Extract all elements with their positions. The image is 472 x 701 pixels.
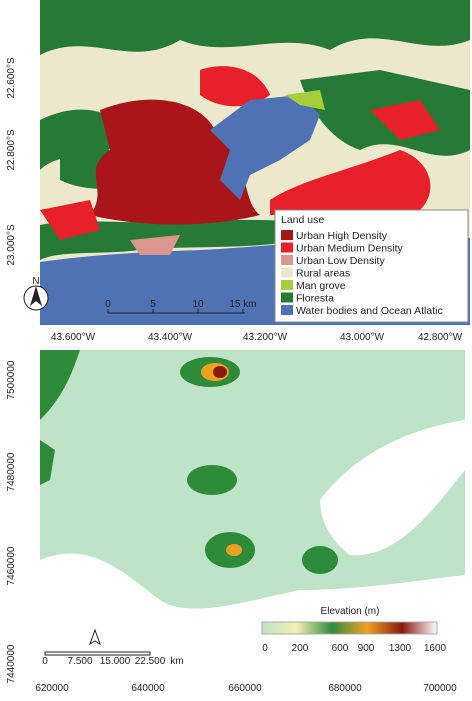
- easting-label: 660000: [228, 683, 262, 694]
- scale-label: 7.500: [67, 656, 92, 667]
- legend-label: Rural areas: [296, 268, 350, 280]
- legend-swatch: [281, 292, 293, 303]
- legend-swatch: [281, 230, 293, 240]
- lon-label: 43.200°W: [243, 332, 288, 343]
- lon-label: 43.400°W: [148, 332, 193, 343]
- lat-label: 22.800°S: [6, 129, 17, 171]
- legend-swatch: [281, 255, 293, 265]
- lon-label: 43.000°W: [340, 332, 385, 343]
- lon-label: 43.600°W: [51, 332, 96, 343]
- elevation-tick: 200: [292, 643, 309, 654]
- legend-label: Urban High Density: [296, 230, 388, 242]
- scale-label: 0: [105, 299, 111, 310]
- northing-label: 7480000: [6, 452, 17, 491]
- elevation-tick: 0: [262, 643, 268, 654]
- legend-swatch: [281, 242, 293, 253]
- legend-label: Floresta: [296, 293, 334, 305]
- scale-label: 0: [42, 656, 48, 667]
- scale-label: 5: [150, 299, 156, 310]
- easting-label: 640000: [131, 683, 165, 694]
- lon-label: 42.800°W: [418, 332, 463, 343]
- easting-label: 680000: [328, 683, 362, 694]
- north-label: N: [32, 276, 39, 287]
- elevation-tick: 900: [358, 643, 375, 654]
- legend-label: Urban Low Density: [296, 255, 385, 267]
- easting-label: 620000: [35, 683, 69, 694]
- scale-label: km: [170, 656, 183, 667]
- northing-label: 7440000: [6, 644, 17, 683]
- legend-swatch: [281, 305, 293, 315]
- scale-bar: [44, 628, 151, 656]
- northing-label: 7500000: [6, 360, 17, 399]
- legend-label: Water bodies and Ocean Atlatic: [296, 305, 443, 317]
- scale-label: 15.000: [100, 656, 131, 667]
- lat-label: 23.000°S: [6, 224, 17, 266]
- legend-label: Urban Medium Density: [296, 243, 404, 255]
- northing-label: 7460000: [6, 546, 17, 585]
- elevation-legend: Elevation (m) 0 200 600 900 1300 1600: [258, 604, 463, 660]
- legend-swatch: [281, 267, 293, 278]
- scale-label: 22.500: [135, 656, 166, 667]
- legend-label: Man grove: [296, 280, 346, 292]
- scale-label: 15 km: [229, 299, 256, 310]
- legend-title: Land use: [281, 214, 324, 226]
- north-arrow: N: [23, 276, 49, 311]
- easting-label: 700000: [423, 683, 457, 694]
- scale-label: 10: [192, 299, 204, 310]
- elevation-tick: 1300: [389, 643, 412, 654]
- legend-title: Elevation (m): [321, 606, 380, 617]
- elevation-tick: 1600: [424, 643, 447, 654]
- legend-swatch: [281, 280, 293, 290]
- lat-label: 22.600°S: [6, 57, 17, 99]
- elevation-tick: 600: [332, 643, 349, 654]
